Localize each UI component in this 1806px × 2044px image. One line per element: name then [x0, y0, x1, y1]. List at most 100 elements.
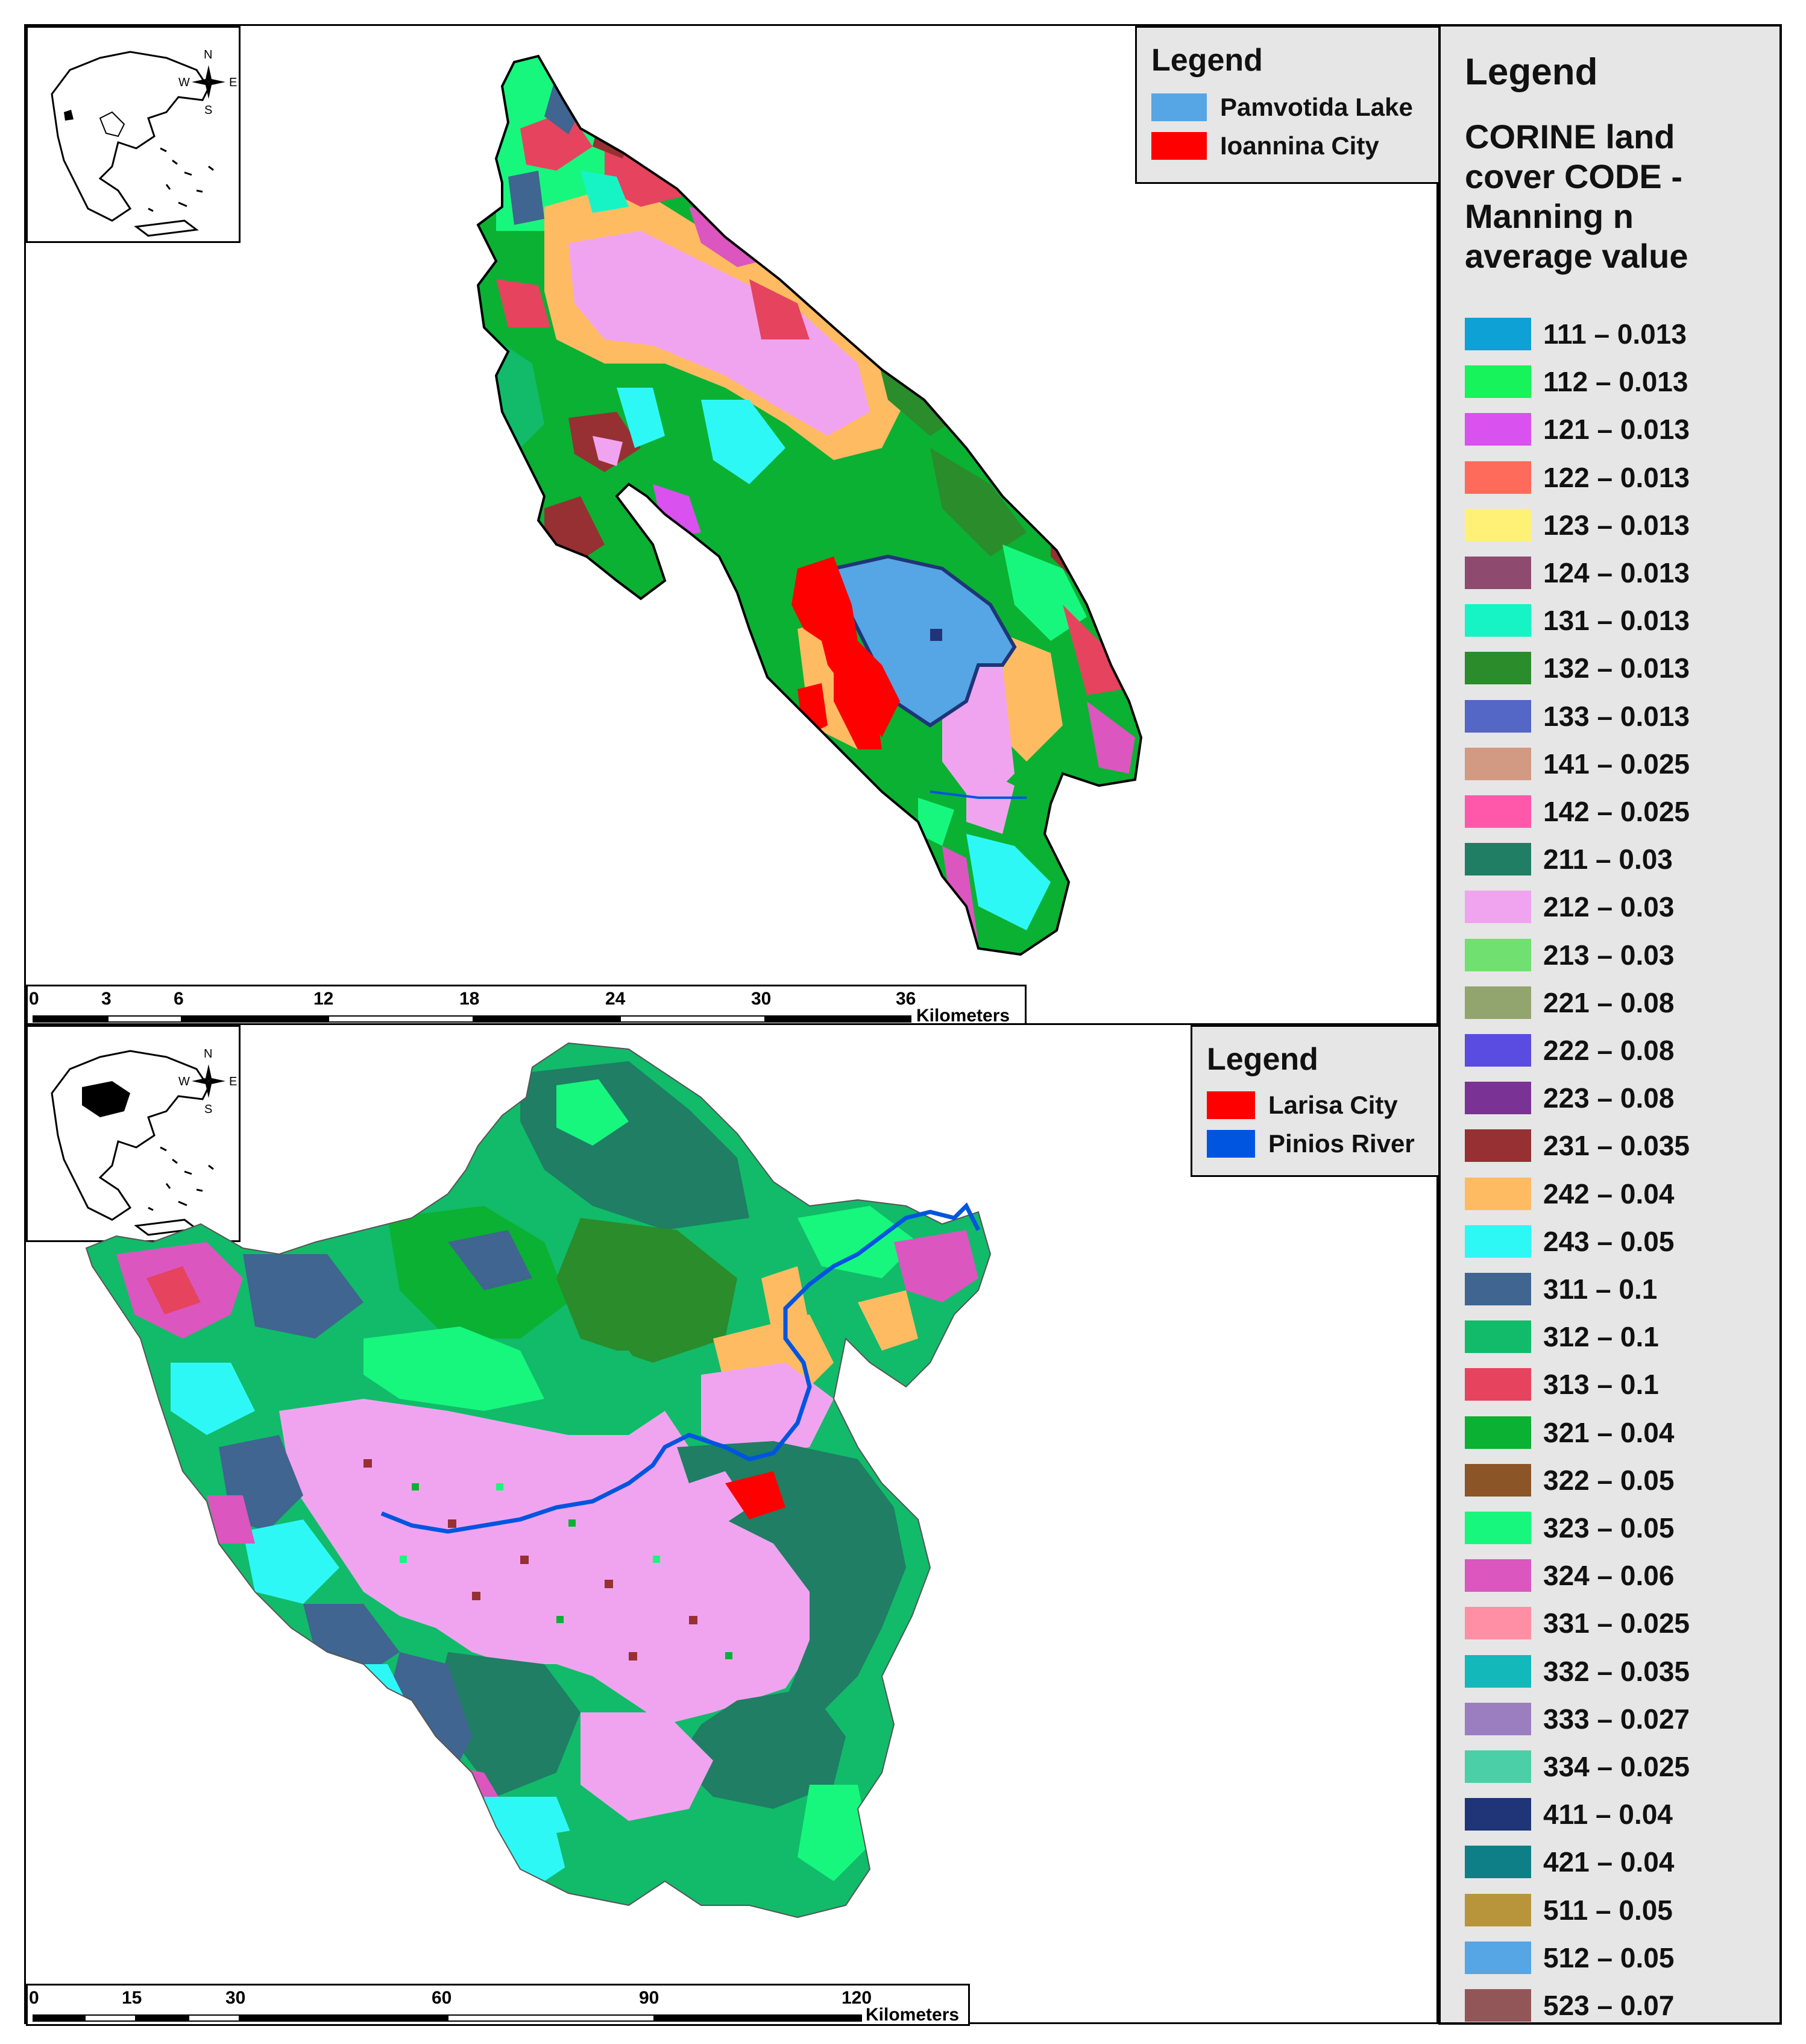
greece-outline-map [51, 51, 225, 237]
bottom-scale-bar: 0 15 30 60 90 120 Kilometers [26, 1984, 970, 2026]
corine-legend-label: 313 – 0.1 [1543, 1369, 1659, 1401]
corine-legend-subtitle: CORINE land cover CODE - Manning n avera… [1465, 118, 1688, 275]
top-scale-segment [107, 1015, 182, 1023]
corine-legend-item: 131 – 0.013 [1465, 604, 1690, 637]
legend-label-larisa-city: Larisa City [1268, 1091, 1398, 1119]
corine-legend-item: 523 – 0.07 [1465, 1989, 1674, 2022]
bottom-compass-w: W [178, 1075, 190, 1088]
corine-legend-label: 141 – 0.025 [1543, 748, 1690, 780]
bottom-scale-tick: 15 [122, 1988, 142, 2008]
bottom-scale-segment [240, 2014, 447, 2022]
bottom-compass-n: N [204, 1047, 213, 1061]
corine-legend-label: 223 – 0.08 [1543, 1082, 1675, 1114]
corine-legend-swatch [1465, 413, 1531, 446]
top-map-panel: N S E W [24, 24, 1440, 1027]
bottom-scale-tick: 60 [432, 1988, 452, 2008]
corine-legend-label: 411 – 0.04 [1543, 1799, 1673, 1831]
corine-legend-item: 411 – 0.04 [1465, 1797, 1673, 1831]
top-compass-s: S [204, 104, 213, 117]
bottom-scale-tick: 0 [29, 1988, 39, 2008]
corine-legend-label: 312 – 0.1 [1543, 1321, 1659, 1353]
corine-legend-swatch [1465, 938, 1531, 971]
corine-legend-item: 221 – 0.08 [1465, 986, 1674, 1020]
corine-legend-label: 231 – 0.035 [1543, 1130, 1690, 1162]
corine-legend-label: 122 – 0.013 [1543, 461, 1690, 493]
corine-legend-label: 142 – 0.025 [1543, 796, 1690, 827]
bottom-locator-inset: N S E W [26, 1025, 241, 1242]
corine-legend-item: 132 – 0.013 [1465, 651, 1690, 685]
top-compass-n: N [204, 48, 213, 62]
top-scale-tick: 3 [101, 989, 112, 1009]
legend-label-pinios-river: Pinios River [1268, 1129, 1415, 1158]
corine-legend-label: 211 – 0.03 [1543, 844, 1673, 875]
corine-legend-swatch [1465, 1320, 1531, 1354]
corine-legend-item: 121 – 0.013 [1465, 412, 1690, 446]
corine-legend-swatch [1465, 1273, 1531, 1305]
corine-legend-label: 421 – 0.04 [1543, 1846, 1675, 1878]
corine-legend-label: 131 – 0.013 [1543, 605, 1690, 637]
legend-label-pamvotida-lake: Pamvotida Lake [1220, 93, 1413, 121]
corine-legend-swatch [1465, 1034, 1531, 1067]
corine-legend-item: 313 – 0.1 [1465, 1367, 1659, 1401]
corine-legend-label: 242 – 0.04 [1543, 1178, 1675, 1210]
corine-legend-swatch [1465, 1654, 1531, 1688]
corine-legend-item: 242 – 0.04 [1465, 1177, 1674, 1211]
corine-legend-panel: Legend CORINE land cover CODE - Manning … [1438, 24, 1782, 2025]
corine-legend-swatch [1465, 1750, 1531, 1783]
legend-item-pamvotida-lake: Pamvotida Lake [1151, 93, 1413, 122]
corine-legend-item: 323 – 0.05 [1465, 1511, 1674, 1545]
corine-legend-label: 133 – 0.013 [1543, 700, 1690, 732]
top-scale-bar: 0 3 6 12 18 24 30 36 Kilometers [26, 985, 1027, 1027]
top-scale-tick: 30 [751, 989, 772, 1009]
ioannina-basin-map [476, 54, 1143, 956]
bottom-compass-e: E [229, 1075, 238, 1088]
corine-legend-item: 111 – 0.013 [1465, 317, 1687, 351]
corine-legend-label: 511 – 0.05 [1543, 1894, 1673, 1926]
bottom-scale-tick: 120 [842, 1988, 872, 2008]
bottom-scale-tick: 30 [225, 1988, 246, 2008]
corine-legend-label: 221 – 0.08 [1543, 986, 1675, 1018]
corine-legend-item: 133 – 0.013 [1465, 699, 1690, 733]
corine-legend-item: 334 – 0.025 [1465, 1750, 1690, 1784]
corine-legend-item: 223 – 0.08 [1465, 1081, 1674, 1115]
top-scale-unit: Kilometers [916, 1006, 1010, 1026]
corine-legend-label: 124 – 0.013 [1543, 557, 1690, 588]
corine-legend-swatch [1465, 1512, 1531, 1544]
corine-legend-item: 124 – 0.013 [1465, 556, 1690, 590]
corine-legend-item: 312 – 0.1 [1465, 1320, 1659, 1354]
corine-legend-swatch [1465, 1893, 1531, 1926]
corine-legend-item: 321 – 0.04 [1465, 1416, 1674, 1449]
corine-legend-label: 121 – 0.013 [1543, 414, 1690, 446]
top-scale-segment [33, 1015, 107, 1023]
bottom-scale-segment [136, 2014, 188, 2022]
ioannina-city-swatch [1151, 132, 1207, 160]
corine-legend-label: 311 – 0.1 [1543, 1273, 1658, 1305]
top-scale-tick: 18 [459, 989, 480, 1009]
pamvotida-lake-swatch [1151, 93, 1207, 121]
corine-legend-item: 332 – 0.035 [1465, 1654, 1690, 1688]
top-scale-segment [328, 1015, 474, 1023]
corine-legend-label: 322 – 0.05 [1543, 1464, 1675, 1496]
larisa-city-swatch [1207, 1091, 1255, 1119]
corine-legend-item: 311 – 0.1 [1465, 1272, 1657, 1306]
corine-legend-item: 211 – 0.03 [1465, 842, 1673, 876]
corine-legend-swatch [1465, 1607, 1531, 1640]
corine-legend-item: 122 – 0.013 [1465, 461, 1690, 494]
bottom-scale-segment [84, 2014, 136, 2022]
corine-legend-item: 324 – 0.06 [1465, 1559, 1674, 1592]
top-scale-segment [766, 1015, 911, 1023]
corine-legend-label: 123 – 0.013 [1543, 509, 1690, 541]
pinios-basin-map [85, 1042, 992, 1919]
corine-legend-swatch [1465, 1225, 1531, 1258]
bottom-compass-icon [192, 1064, 225, 1098]
legend-item-larisa-city: Larisa City [1207, 1091, 1398, 1120]
top-compass-icon [192, 65, 225, 99]
top-locator-inset: N S E W [26, 26, 241, 243]
corine-legend-label: 324 – 0.06 [1543, 1560, 1675, 1592]
top-scale-segment [182, 1015, 328, 1023]
corine-legend-swatch [1465, 1129, 1531, 1162]
corine-legend-swatch [1465, 461, 1531, 494]
corine-legend-label: 523 – 0.07 [1543, 1990, 1675, 2021]
legend-item-ioannina-city: Ioannina City [1151, 131, 1379, 160]
top-scale-tick: 36 [896, 989, 916, 1009]
